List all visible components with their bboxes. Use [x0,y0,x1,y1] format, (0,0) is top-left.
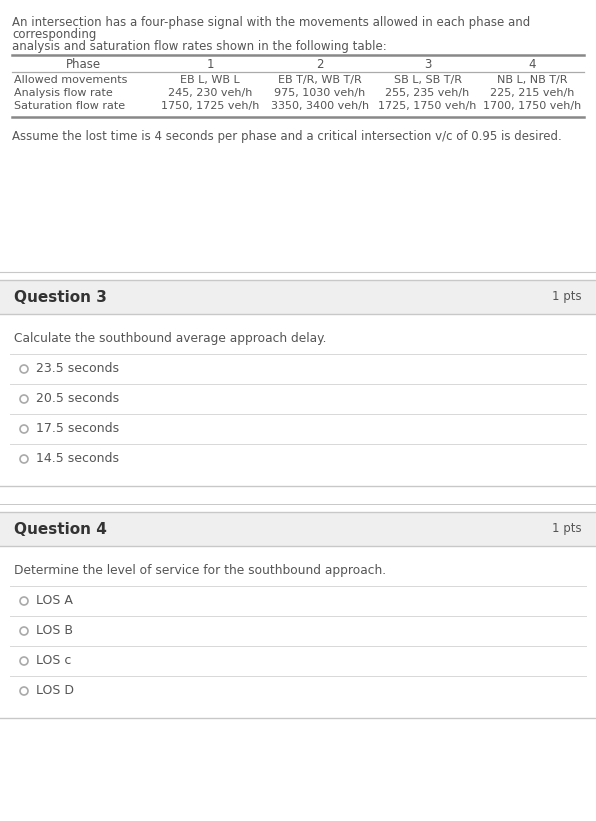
Text: LOS A: LOS A [36,594,73,607]
Text: Question 3: Question 3 [14,290,107,305]
Text: 255, 235 veh/h: 255, 235 veh/h [386,88,470,98]
Text: 3350, 3400 veh/h: 3350, 3400 veh/h [271,101,369,111]
Text: EB L, WB L: EB L, WB L [180,75,240,85]
Text: 2: 2 [316,58,324,71]
Text: 4: 4 [528,58,536,71]
Text: corresponding: corresponding [12,28,97,41]
Text: Determine the level of service for the southbound approach.: Determine the level of service for the s… [14,564,386,577]
Text: Assume the lost time is 4 seconds per phase and a critical intersection v/c of 0: Assume the lost time is 4 seconds per ph… [12,130,562,143]
Text: SB L, SB T/R: SB L, SB T/R [393,75,461,85]
Text: EB T/R, WB T/R: EB T/R, WB T/R [278,75,362,85]
Text: 1700, 1750 veh/h: 1700, 1750 veh/h [483,101,581,111]
Text: LOS B: LOS B [36,624,73,637]
Text: 3: 3 [424,58,431,71]
Text: 1725, 1750 veh/h: 1725, 1750 veh/h [378,101,477,111]
Text: 975, 1030 veh/h: 975, 1030 veh/h [274,88,365,98]
Text: 1 pts: 1 pts [552,290,582,303]
Text: NB L, NB T/R: NB L, NB T/R [496,75,567,85]
Text: 1750, 1725 veh/h: 1750, 1725 veh/h [161,101,259,111]
Text: 225, 215 veh/h: 225, 215 veh/h [490,88,574,98]
Text: 14.5 seconds: 14.5 seconds [36,452,119,465]
Text: An intersection has a four-phase signal with the movements allowed in each phase: An intersection has a four-phase signal … [12,16,530,29]
Text: LOS c: LOS c [36,654,72,667]
Bar [0,280,596,314]
Text: Saturation flow rate: Saturation flow rate [14,101,125,111]
Text: Question 4: Question 4 [14,522,107,537]
Text: 23.5 seconds: 23.5 seconds [36,362,119,375]
Text: 1: 1 [206,58,214,71]
Text: Allowed movements: Allowed movements [14,75,128,85]
Text: LOS D: LOS D [36,684,74,697]
Text: Phase: Phase [66,58,101,71]
Bar [0,512,596,546]
Text: 20.5 seconds: 20.5 seconds [36,392,119,405]
Text: 17.5 seconds: 17.5 seconds [36,422,119,435]
Text: 1 pts: 1 pts [552,522,582,535]
Text: Calculate the southbound average approach delay.: Calculate the southbound average approac… [14,332,327,345]
Text: 245, 230 veh/h: 245, 230 veh/h [168,88,252,98]
Text: Analysis flow rate: Analysis flow rate [14,88,113,98]
Text: analysis and saturation flow rates shown in the following table:: analysis and saturation flow rates shown… [12,40,387,53]
